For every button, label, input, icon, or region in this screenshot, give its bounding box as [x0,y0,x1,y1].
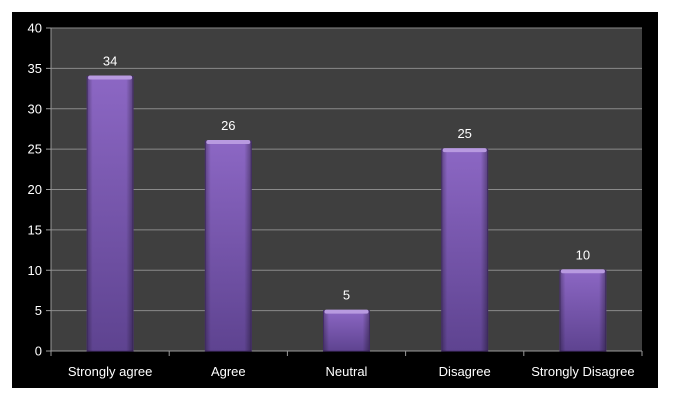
y-tick-label: 5 [35,303,42,318]
bar-top-highlight [206,140,251,145]
bar-shading [559,270,606,351]
bar-shading [87,76,134,351]
bar [323,309,370,352]
bar-top-highlight [442,148,487,153]
y-tick-label: 25 [28,142,42,157]
y-tick-label: 40 [28,21,42,36]
bar-top-highlight [88,75,133,80]
data-label: 5 [343,288,350,303]
bar [86,75,134,352]
bar-chart: 0 5 10 15 20 25 30 35 40 Strongly agree Agree Neut… [28,21,643,379]
x-tick-label: Strongly agree [68,364,153,379]
bar-shading [205,141,252,351]
chart-frame: 0 5 10 15 20 25 30 35 40 Strongly agree Agree Neut… [12,12,658,388]
y-axis: 0 5 10 15 20 25 30 35 40 [28,21,52,359]
data-label: 25 [457,126,471,141]
y-tick-label: 30 [28,101,42,116]
x-tick-label: Neutral [326,364,368,379]
bar [204,140,252,352]
y-tick-label: 10 [28,263,42,278]
bar-top-highlight [324,309,369,314]
y-tick-label: 0 [35,344,42,359]
bar [559,269,607,352]
y-tick-label: 20 [28,182,42,197]
bar-shading [323,310,370,351]
bar-series [86,75,607,352]
bar-top-highlight [560,269,605,274]
x-tick-label: Agree [211,364,246,379]
x-tick-label: Strongly Disagree [531,364,634,379]
bar [441,148,489,352]
x-tick-label: Disagree [439,364,491,379]
y-tick-label: 35 [28,61,42,76]
data-label: 10 [576,247,590,262]
data-labels: 34 26 5 25 10 [103,53,590,302]
x-axis: Strongly agree Agree Neutral Disagree Strong… [50,350,643,379]
data-label: 26 [221,118,235,133]
y-tick-label: 15 [28,222,42,237]
data-label: 34 [103,53,117,68]
gridlines [51,27,642,312]
bar-shading [441,149,488,351]
